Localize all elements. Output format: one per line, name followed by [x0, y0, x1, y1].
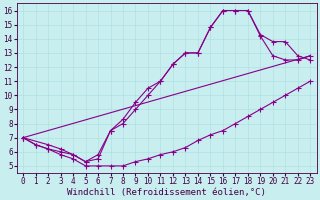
- X-axis label: Windchill (Refroidissement éolien,°C): Windchill (Refroidissement éolien,°C): [67, 188, 266, 197]
